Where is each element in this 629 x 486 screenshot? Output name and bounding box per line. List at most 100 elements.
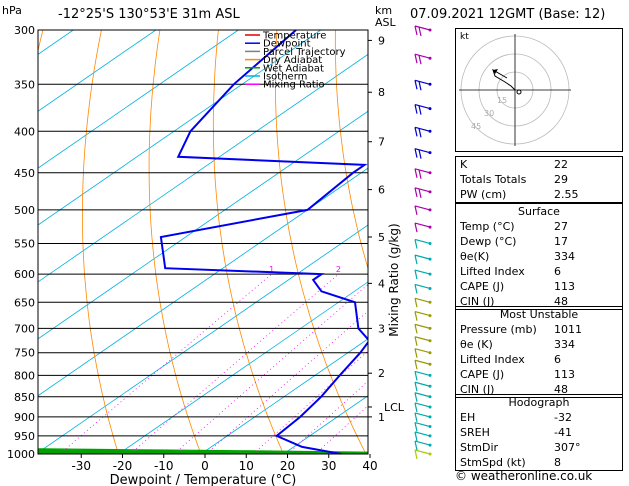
isotherm-line	[38, 30, 74, 55]
mixing-ratio-line	[173, 283, 368, 454]
surface-value: 17	[554, 235, 568, 248]
wind-barb	[414, 53, 432, 65]
indices-panel: K 22 Totals Totals 29 PW (cm) 2.55	[455, 156, 623, 203]
most-unstable-title: Most Unstable	[499, 308, 579, 321]
mixing-ratio-line	[205, 310, 368, 454]
x-tick-label: -10	[154, 459, 174, 473]
km-tick-label: 8	[378, 86, 385, 99]
dry-adiabat-line	[212, 30, 284, 454]
wet-adiabat-line	[38, 448, 368, 453]
mixing-ratio-line	[366, 452, 368, 454]
isotherm-line	[283, 395, 368, 454]
skewt-chart: 1234681015202530035040045050055060065070…	[2, 4, 455, 486]
km-tick-label: 4	[378, 277, 385, 290]
surface-label: CAPE (J)	[460, 280, 505, 293]
wind-barb	[414, 348, 432, 358]
surface-value: 27	[554, 220, 568, 233]
storm-motion-marker	[516, 89, 522, 95]
surface-value: 334	[554, 250, 575, 263]
plot-frame	[37, 29, 369, 455]
hodograph-unit-label: kt	[460, 32, 469, 42]
pressure-tick-label: 700	[14, 322, 35, 335]
pressure-tick-label: 650	[14, 296, 35, 309]
mixing-ratio-line	[287, 380, 368, 454]
index-label: PW (cm)	[460, 188, 507, 201]
most-unstable-value: 334	[554, 338, 575, 351]
index-label: K	[460, 158, 468, 171]
surface-row: CAPE (J) 113	[456, 279, 622, 294]
wind-barb	[414, 412, 432, 423]
wind-barb	[414, 359, 432, 370]
asl-axis-label: ASL	[375, 16, 397, 29]
dry-adiabat-line	[274, 30, 367, 454]
most-unstable-row: Lifted Index 6	[456, 352, 622, 367]
isotherm-line	[38, 30, 157, 112]
surface-label: Dewp (°C)	[460, 235, 517, 248]
km-tick-label: 7	[378, 136, 385, 149]
most-unstable-value: 1011	[554, 323, 582, 336]
km-axis-label: km	[375, 4, 392, 17]
legend-entry: Temperature	[262, 31, 326, 42]
pressure-tick-label: 850	[14, 391, 35, 404]
mixing-ratio-label: 2	[336, 265, 341, 274]
wind-barb	[414, 238, 432, 249]
wind-barb	[414, 126, 432, 138]
wind-barb	[414, 370, 432, 381]
most-unstable-label: Lifted Index	[460, 353, 525, 366]
index-row: Totals Totals 29	[456, 172, 622, 187]
index-value: 22	[554, 158, 568, 171]
surface-panel: Surface Temp (°C) 27 Dewp (°C) 17 θe(K) 334 Li…	[455, 203, 623, 310]
wind-barb	[414, 222, 432, 233]
surface-row: CIN (J) 48	[456, 294, 622, 309]
dry-adiabat-line	[148, 30, 202, 454]
mixing-ratio-line	[435, 274, 455, 454]
pressure-tick-label: 950	[14, 430, 35, 443]
km-tick-label: 9	[378, 34, 385, 47]
surface-label: CIN (J)	[460, 295, 495, 308]
mixing-ratio-label: 3	[377, 265, 382, 274]
pressure-tick-label: 800	[14, 369, 35, 382]
most-unstable-row: CAPE (J) 113	[456, 367, 622, 382]
wind-barb	[414, 297, 432, 308]
mixing-ratio-line	[129, 273, 339, 454]
wind-barb	[414, 336, 432, 346]
hodograph-table-label: SREH	[460, 426, 490, 439]
x-tick-label: -30	[71, 459, 91, 473]
wind-barb	[414, 254, 432, 265]
index-row: K 22	[456, 157, 622, 172]
most-unstable-value: 6	[554, 353, 561, 366]
surface-rows: Temp (°C) 27 Dewp (°C) 17 θe(K) 334 Lifted Ind…	[456, 219, 622, 309]
legend-entry: Dry Adiabat	[263, 55, 322, 66]
pressure-tick-label: 350	[14, 78, 35, 91]
most-unstable-rows: Pressure (mb) 1011 θe (K) 334 Lifted Index 6 C…	[456, 322, 622, 397]
wind-barb	[414, 269, 432, 280]
hodograph-table-row: StmSpd (kt) 8	[456, 455, 622, 470]
x-tick-label: 10	[239, 459, 254, 473]
pressure-tick-label: 550	[14, 237, 35, 250]
wind-barb	[414, 148, 432, 159]
temperature-line	[428, 84, 455, 454]
hodograph-table-panel: Hodograph EH -32 SREH -41 StmDir 307° StmSpd (…	[455, 394, 623, 471]
most-unstable-value: 48	[554, 383, 568, 396]
legend-entry: Dewpoint	[263, 39, 311, 50]
hodograph-table-row: StmDir 307°	[456, 440, 622, 455]
pressure-tick-label: 600	[14, 268, 35, 281]
legend-entry: Wet Adiabat	[263, 63, 324, 74]
hpa-axis-label: hPa	[2, 4, 22, 17]
km-tick-label: 2	[378, 367, 385, 380]
km-tick-label: 1	[378, 411, 385, 424]
copyright: © weatheronline.co.uk	[455, 469, 593, 483]
wind-barb	[414, 311, 432, 321]
wind-barb	[414, 402, 432, 413]
surface-row: Lifted Index 6	[456, 264, 622, 279]
mixing-ratio-axis-title: Mixing Ratio (g/kg)	[387, 223, 401, 336]
legend-entry: Isotherm	[263, 72, 307, 83]
isotherm-line	[38, 167, 368, 397]
mixing-ratio-label: 4	[408, 265, 413, 274]
index-value: 29	[554, 173, 568, 186]
plot-area: 12346810152025	[38, 30, 455, 454]
surface-title: Surface	[518, 205, 560, 218]
isotherm-line	[38, 110, 368, 340]
hodograph-table-rows: EH -32 SREH -41 StmDir 307° StmSpd (kt) 8	[456, 410, 622, 470]
